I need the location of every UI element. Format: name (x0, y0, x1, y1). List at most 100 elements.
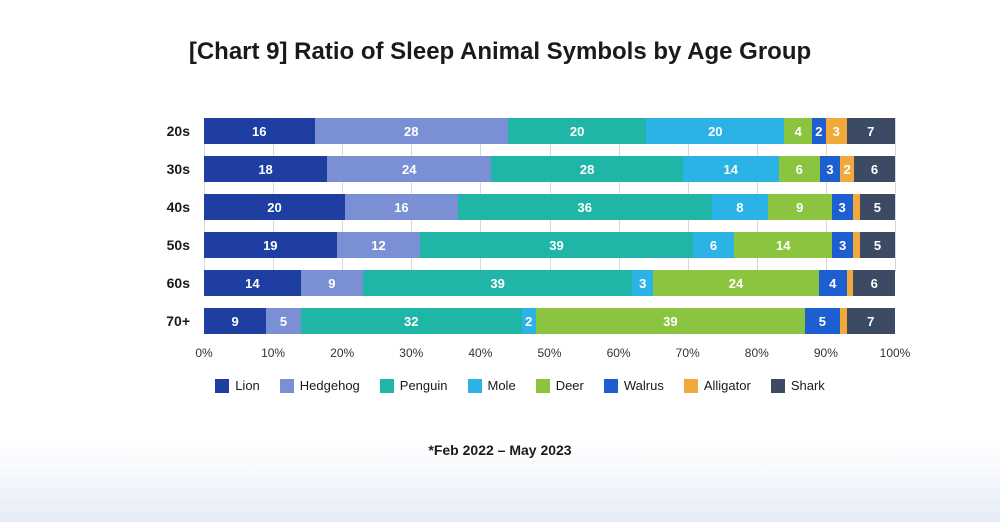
legend-swatch (771, 379, 785, 393)
legend-item-deer: Deer (536, 378, 584, 393)
legend-swatch (280, 379, 294, 393)
grid-container (204, 118, 895, 334)
category-label: 70+ (145, 313, 204, 329)
stacked-bar: 953223957 (204, 308, 895, 334)
x-tick: 60% (607, 346, 631, 360)
legend-swatch (536, 379, 550, 393)
legend-swatch (468, 379, 482, 393)
bar-segment-alligator (840, 308, 847, 334)
legend-swatch (604, 379, 618, 393)
x-tick: 50% (537, 346, 561, 360)
bar-segment-mole: 8 (712, 194, 768, 220)
bar-segment-alligator (853, 232, 860, 258)
bar-segment-hedgehog: 5 (266, 308, 301, 334)
x-tick: 80% (745, 346, 769, 360)
x-tick: 70% (676, 346, 700, 360)
bar-segment-mole: 6 (693, 232, 735, 258)
bar-segment-lion: 18 (204, 156, 327, 182)
bar-segment-walrus: 5 (805, 308, 840, 334)
bar-segment-alligator (853, 194, 860, 220)
legend-item-walrus: Walrus (604, 378, 664, 393)
bar-segment-shark: 6 (854, 156, 895, 182)
bar-segment-penguin: 28 (491, 156, 683, 182)
bar-segment-lion: 20 (204, 194, 345, 220)
bar-segment-alligator (847, 270, 854, 296)
bar-segment-lion: 19 (204, 232, 337, 258)
bar-segment-penguin: 20 (508, 118, 646, 144)
chart-container: 20s16282020423730s18242814632640s2016368… (145, 118, 895, 398)
legend-item-mole: Mole (468, 378, 516, 393)
bar-segment-hedgehog: 28 (315, 118, 508, 144)
bar-segment-mole: 20 (646, 118, 784, 144)
legend-label: Walrus (624, 378, 664, 393)
legend-label: Mole (488, 378, 516, 393)
bar-segment-deer: 4 (784, 118, 812, 144)
bar-segment-shark: 6 (853, 270, 894, 296)
bar-segment-hedgehog: 9 (301, 270, 363, 296)
legend-item-shark: Shark (771, 378, 825, 393)
legend-item-hedgehog: Hedgehog (280, 378, 360, 393)
bar-row: 50s19123961435 (145, 232, 895, 258)
bar-segment-deer: 6 (779, 156, 820, 182)
bar-segment-shark: 7 (847, 308, 895, 334)
bar-segment-hedgehog: 12 (337, 232, 421, 258)
legend-item-alligator: Alligator (684, 378, 751, 393)
bar-segment-walrus: 3 (820, 156, 841, 182)
bar-segment-lion: 16 (204, 118, 315, 144)
bar-segment-shark: 7 (847, 118, 895, 144)
category-label: 60s (145, 275, 204, 291)
x-tick: 10% (261, 346, 285, 360)
bar-segment-shark: 5 (860, 194, 895, 220)
bar-row: 70+953223957 (145, 308, 895, 334)
bar-segment-deer: 9 (768, 194, 831, 220)
bar-segment-alligator: 2 (840, 156, 854, 182)
stacked-bar: 162820204237 (204, 118, 895, 144)
bar-segment-mole: 2 (522, 308, 536, 334)
legend-label: Penguin (400, 378, 448, 393)
legend-swatch (215, 379, 229, 393)
footnote: *Feb 2022 – May 2023 (0, 442, 1000, 458)
bar-row: 60s1493932446 (145, 270, 895, 296)
category-label: 50s (145, 237, 204, 253)
bar-segment-penguin: 32 (301, 308, 522, 334)
bar-segment-alligator: 3 (826, 118, 847, 144)
x-tick: 20% (330, 346, 354, 360)
bar-segment-penguin: 39 (420, 232, 692, 258)
legend-swatch (380, 379, 394, 393)
category-label: 30s (145, 161, 204, 177)
bar-segment-hedgehog: 24 (327, 156, 491, 182)
bar-segment-walrus: 3 (832, 194, 853, 220)
bar-row: 40s2016368935 (145, 194, 895, 220)
bar-segment-walrus: 2 (812, 118, 826, 144)
bar-segment-lion: 14 (204, 270, 301, 296)
legend-label: Shark (791, 378, 825, 393)
bar-segment-mole: 14 (683, 156, 779, 182)
bar-segment-penguin: 36 (458, 194, 712, 220)
x-axis: 0%10%20%30%40%50%60%70%80%90%100% (204, 346, 895, 364)
stacked-bar: 19123961435 (204, 232, 895, 258)
bar-segment-penguin: 39 (363, 270, 632, 296)
gridline (895, 118, 896, 272)
bar-segment-lion: 9 (204, 308, 266, 334)
stacked-bar: 2016368935 (204, 194, 895, 220)
legend-swatch (684, 379, 698, 393)
legend-label: Hedgehog (300, 378, 360, 393)
category-label: 40s (145, 199, 204, 215)
x-tick: 90% (814, 346, 838, 360)
bar-row: 30s182428146326 (145, 156, 895, 182)
legend-label: Alligator (704, 378, 751, 393)
stacked-bar: 1493932446 (204, 270, 895, 296)
bar-segment-walrus: 4 (819, 270, 847, 296)
bar-segment-walrus: 3 (832, 232, 853, 258)
x-tick: 0% (195, 346, 212, 360)
bar-segment-shark: 5 (860, 232, 895, 258)
x-tick: 40% (468, 346, 492, 360)
bar-segment-deer: 14 (734, 232, 832, 258)
bar-segment-hedgehog: 16 (345, 194, 458, 220)
stacked-bar: 182428146326 (204, 156, 895, 182)
category-label: 20s (145, 123, 204, 139)
legend-item-lion: Lion (215, 378, 260, 393)
bar-row: 20s162820204237 (145, 118, 895, 144)
x-tick: 100% (880, 346, 911, 360)
bar-segment-deer: 39 (536, 308, 805, 334)
